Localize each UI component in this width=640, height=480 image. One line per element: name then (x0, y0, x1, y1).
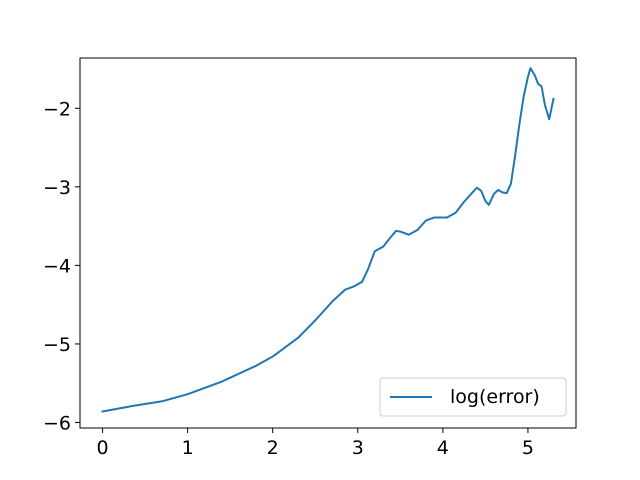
plot-region (101, 67, 555, 413)
legend-box (379, 377, 567, 417)
x-tick-label: 4 (437, 437, 449, 459)
legend: log(error) (379, 377, 567, 417)
y-tick-label: −3 (43, 177, 71, 199)
axes-frame (79, 57, 577, 429)
y-tick-label: −5 (43, 334, 71, 356)
y-tick-label: −4 (43, 255, 71, 277)
x-tick-label: 0 (96, 437, 108, 459)
y-axis: −6 −5 −4 −3 −2 (43, 98, 80, 435)
x-tick-label: 2 (267, 437, 279, 459)
x-axis: 0 1 2 3 4 5 (96, 428, 534, 459)
x-tick-label: 3 (352, 437, 364, 459)
y-tick-label: −6 (43, 413, 71, 435)
legend-label: log(error) (450, 386, 540, 408)
x-tick-label: 1 (182, 437, 194, 459)
y-tick-label: −2 (43, 98, 71, 120)
x-tick-label: 5 (522, 437, 534, 459)
series-line-log-error (101, 67, 555, 413)
